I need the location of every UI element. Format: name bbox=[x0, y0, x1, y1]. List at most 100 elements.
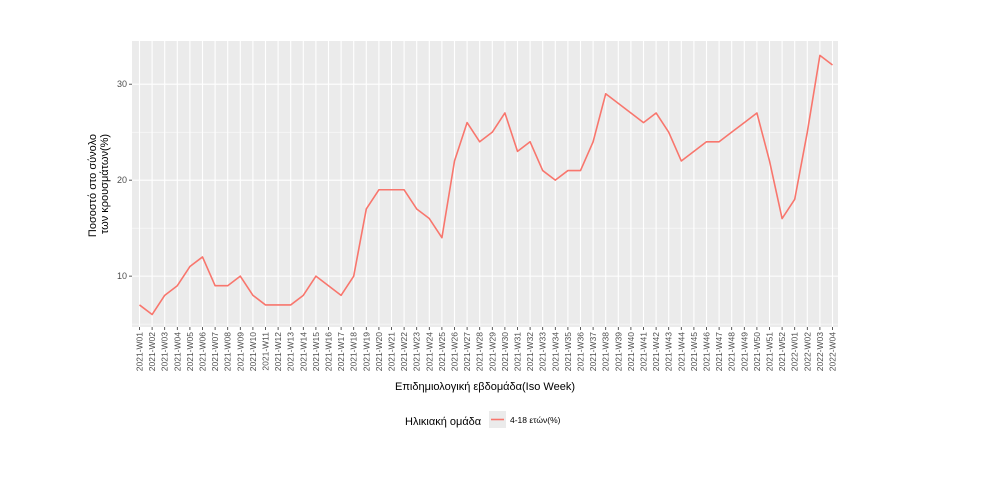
plot-panel bbox=[132, 41, 838, 327]
x-tick-label: 2021-W30 bbox=[500, 332, 510, 371]
x-tick-label: 2021-W15 bbox=[311, 332, 321, 371]
data-point bbox=[630, 112, 632, 114]
x-tick-label: 2021-W02 bbox=[147, 332, 157, 371]
data-point bbox=[189, 266, 191, 268]
data-point bbox=[643, 122, 645, 124]
data-point bbox=[769, 160, 771, 162]
data-point bbox=[466, 122, 468, 124]
x-tick-label: 2021-W18 bbox=[349, 332, 359, 371]
data-point bbox=[227, 285, 229, 287]
y-axis-title-line-1: Ποσοστό στο σύνολο bbox=[87, 134, 99, 237]
data-point bbox=[567, 170, 569, 172]
data-point bbox=[454, 160, 456, 162]
x-tick-label: 2021-W08 bbox=[223, 332, 233, 371]
x-axis-title: Επιδημιολογική εβδομάδα(Iso Week) bbox=[395, 381, 575, 393]
data-point bbox=[744, 122, 746, 124]
x-tick-label: 2021-W42 bbox=[651, 332, 661, 371]
data-point bbox=[353, 275, 355, 277]
data-point bbox=[164, 295, 166, 297]
legend: Ηλικιακή ομάδα 4-18 ετών(%) bbox=[405, 411, 561, 428]
data-point bbox=[807, 131, 809, 133]
y-axis-title-line-2: των κρουσμάτων(%) bbox=[99, 134, 111, 234]
x-tick-label: 2021-W19 bbox=[361, 332, 371, 371]
x-tick-label: 2021-W49 bbox=[739, 332, 749, 371]
data-point bbox=[517, 151, 519, 153]
x-tick-label: 2021-W36 bbox=[576, 332, 586, 371]
x-tick-label: 2021-W37 bbox=[588, 332, 598, 371]
x-tick-label: 2021-W09 bbox=[235, 332, 245, 371]
x-tick-label: 2021-W40 bbox=[626, 332, 636, 371]
x-tick-label: 2021-W44 bbox=[676, 332, 686, 371]
data-point bbox=[731, 131, 733, 133]
x-tick-label: 2021-W39 bbox=[613, 332, 623, 371]
y-tick-label: 20 bbox=[117, 175, 127, 185]
y-axis: 10 20 30 bbox=[117, 79, 132, 281]
data-point bbox=[794, 199, 796, 201]
data-point bbox=[756, 112, 758, 114]
x-tick-label: 2022-W03 bbox=[815, 332, 825, 371]
data-point bbox=[655, 112, 657, 114]
x-tick-label: 2021-W03 bbox=[160, 332, 170, 371]
data-point bbox=[265, 304, 267, 306]
data-point bbox=[139, 304, 141, 306]
data-point bbox=[429, 218, 431, 220]
x-tick-label: 2021-W32 bbox=[525, 332, 535, 371]
data-point bbox=[290, 304, 292, 306]
x-tick-label: 2021-W34 bbox=[550, 332, 560, 371]
x-tick-label: 2021-W24 bbox=[424, 332, 434, 371]
x-tick-label: 2021-W04 bbox=[172, 332, 182, 371]
data-point bbox=[479, 141, 481, 143]
x-tick-label: 2021-W01 bbox=[135, 332, 145, 371]
x-tick-label: 2021-W07 bbox=[210, 332, 220, 371]
data-point bbox=[202, 256, 204, 258]
legend-title: Ηλικιακή ομάδα bbox=[405, 416, 482, 428]
x-tick-label: 2022-W01 bbox=[790, 332, 800, 371]
x-tick-label: 2021-W16 bbox=[324, 332, 334, 371]
legend-label: 4-18 ετών(%) bbox=[510, 415, 561, 425]
data-point bbox=[718, 141, 720, 143]
data-point bbox=[214, 285, 216, 287]
x-tick-label: 2021-W45 bbox=[689, 332, 699, 371]
x-tick-label: 2021-W52 bbox=[777, 332, 787, 371]
x-tick-label: 2021-W43 bbox=[664, 332, 674, 371]
x-tick-label: 2021-W26 bbox=[450, 332, 460, 371]
x-tick-label: 2021-W21 bbox=[387, 332, 397, 371]
x-tick-label: 2021-W47 bbox=[714, 332, 724, 371]
x-tick-label: 2021-W13 bbox=[286, 332, 296, 371]
data-point bbox=[668, 131, 670, 133]
data-point bbox=[592, 141, 594, 143]
data-point bbox=[240, 275, 242, 277]
data-point bbox=[618, 103, 620, 105]
data-point bbox=[177, 285, 179, 287]
series-group bbox=[139, 54, 833, 316]
x-tick-label: 2021-W22 bbox=[399, 332, 409, 371]
x-tick-label: 2021-W10 bbox=[248, 332, 258, 371]
x-tick-label: 2021-W48 bbox=[727, 332, 737, 371]
data-point bbox=[819, 55, 821, 57]
data-point bbox=[378, 189, 380, 191]
x-tick-label: 2022-W02 bbox=[802, 332, 812, 371]
x-tick-label: 2021-W25 bbox=[437, 332, 447, 371]
data-point bbox=[340, 295, 342, 297]
data-point bbox=[303, 295, 305, 297]
y-tick-label: 30 bbox=[117, 79, 127, 89]
x-tick-label: 2021-W51 bbox=[765, 332, 775, 371]
x-tick-label: 2021-W11 bbox=[261, 332, 271, 371]
data-point bbox=[681, 160, 683, 162]
x-tick-label: 2021-W35 bbox=[563, 332, 573, 371]
data-point bbox=[403, 189, 405, 191]
data-point bbox=[391, 189, 393, 191]
x-tick-label: 2021-W46 bbox=[702, 332, 712, 371]
data-point bbox=[328, 285, 330, 287]
data-point bbox=[504, 112, 506, 114]
y-axis-title: Ποσοστό στο σύνολο των κρουσμάτων(%) bbox=[87, 131, 111, 237]
data-point bbox=[441, 237, 443, 239]
data-point bbox=[580, 170, 582, 172]
data-point bbox=[416, 208, 418, 210]
series-line bbox=[139, 54, 833, 316]
x-tick-label: 2022-W04 bbox=[828, 332, 838, 371]
x-tick-label: 2021-W14 bbox=[298, 332, 308, 371]
x-tick-label: 2021-W38 bbox=[601, 332, 611, 371]
data-point bbox=[252, 295, 254, 297]
